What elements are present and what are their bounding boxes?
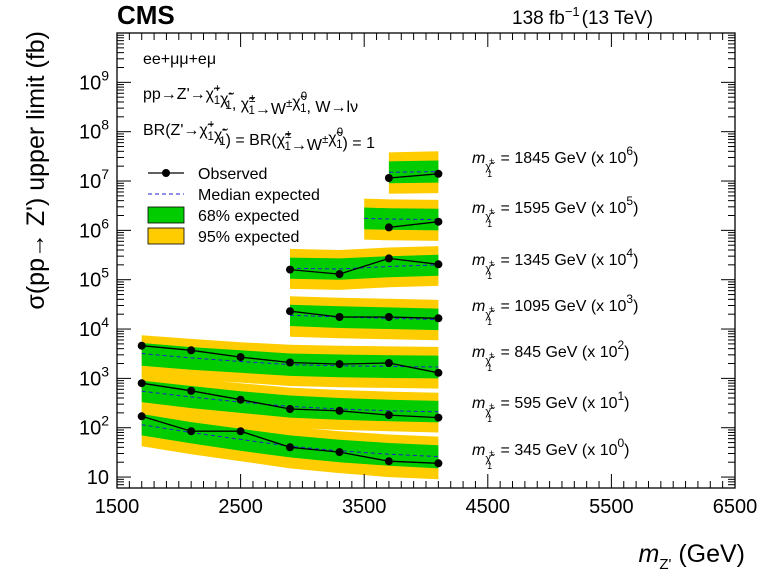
observed-point bbox=[434, 260, 443, 269]
observed-point bbox=[434, 314, 443, 323]
observed-point bbox=[187, 427, 196, 436]
expected-line-series-4 bbox=[289, 264, 439, 270]
y-tick-label: 108 bbox=[79, 117, 109, 144]
channel-label: ee+μμ+eμ bbox=[143, 51, 216, 68]
expected-line-series-3 bbox=[289, 314, 439, 321]
experiment-label: CMS bbox=[117, 0, 175, 30]
observed-point bbox=[434, 368, 443, 377]
x-tick-label: 1500 bbox=[95, 496, 140, 518]
limit-curves bbox=[137, 169, 443, 468]
observed-point bbox=[286, 443, 294, 452]
observed-line-series-4 bbox=[289, 257, 439, 275]
legend: Observed Median expected 68% expected 95% e… bbox=[147, 166, 320, 246]
observed-point bbox=[137, 341, 146, 350]
observed-point bbox=[286, 265, 294, 274]
series-label-6: mχ̃± 1 = 1845 GeV (x 106) bbox=[472, 144, 638, 179]
x-tick-label: 4500 bbox=[466, 496, 511, 518]
observed-point bbox=[434, 217, 443, 226]
y-tick-label: 103 bbox=[79, 363, 109, 390]
legend-label-observed: Observed bbox=[198, 166, 267, 183]
legend-band68-swatch bbox=[147, 206, 185, 224]
series-label-0: mχ̃± 1 = 845 GeV (x 102) bbox=[472, 338, 630, 373]
x-tick-label: 6500 bbox=[713, 496, 758, 518]
decay-chain-label: pp→Z'→χ̃+ 1χ̃-1, χ̃± 1→W±χ̃0 1, W→lν bbox=[143, 83, 358, 118]
branching-ratio-label: BR(Z'→χ̃+ 1χ̃-1) = BR(χ̃± 1→W±χ̃0 1) = 1 bbox=[143, 119, 375, 154]
series-label-1: mχ̃± 1 = 595 GeV (x 101) bbox=[472, 389, 630, 424]
series-label-4: mχ̃± 1 = 1345 GeV (x 104) bbox=[472, 246, 638, 281]
observed-point bbox=[187, 346, 196, 355]
legend-observed-marker bbox=[162, 169, 170, 177]
x-tick-label: 2500 bbox=[218, 496, 263, 518]
observed-point bbox=[187, 386, 196, 395]
legend-label-band68: 68% expected bbox=[198, 208, 299, 225]
observed-point bbox=[384, 457, 393, 466]
observed-point bbox=[286, 358, 294, 367]
observed-point bbox=[137, 379, 146, 388]
observed-point bbox=[335, 313, 344, 321]
axis-tick-labels: 1500 2500 3500 4500 5500 6500 10 102 103 104 105 10… bbox=[79, 67, 757, 518]
band68-series-1 bbox=[141, 380, 439, 423]
observed-point bbox=[286, 405, 294, 413]
observed-point bbox=[384, 411, 393, 420]
observed-point bbox=[335, 406, 344, 415]
observed-point bbox=[384, 174, 393, 182]
y-tick-label: 109 bbox=[79, 67, 109, 94]
observed-point bbox=[384, 254, 393, 263]
series-label-5: mχ̃± 1 = 1595 GeV (x 105) bbox=[472, 194, 638, 229]
y-tick-label: 105 bbox=[79, 265, 109, 292]
observed-point bbox=[384, 223, 393, 232]
observed-point bbox=[434, 169, 443, 178]
series-label-2: mχ̃± 1 = 345 GeV (x 100) bbox=[472, 436, 630, 471]
expected-line-series-6 bbox=[388, 171, 439, 173]
band68-series-2 bbox=[141, 414, 439, 469]
x-tick-label: 5500 bbox=[589, 496, 634, 518]
observed-point bbox=[434, 413, 443, 422]
y-axis-title: σ(pp→ Z') upper limit (fb) bbox=[22, 31, 50, 310]
axis-ticks bbox=[116, 33, 736, 489]
y-tick-label: 106 bbox=[79, 215, 109, 242]
x-tick-label: 3500 bbox=[342, 496, 387, 518]
observed-line-series-3 bbox=[289, 310, 439, 319]
x-axis-title: mZ' (GeV) bbox=[639, 540, 745, 570]
lumi-label: 138 fb−1 (13 TeV) bbox=[512, 4, 653, 29]
observed-line-series-6 bbox=[388, 173, 439, 179]
y-tick-label: 102 bbox=[79, 413, 109, 440]
series-label-3: mχ̃± 1 = 1095 GeV (x 103) bbox=[472, 292, 638, 327]
observed-point bbox=[335, 448, 344, 457]
band68-series-4 bbox=[290, 254, 439, 280]
observed-point bbox=[335, 360, 344, 369]
observed-point bbox=[236, 353, 245, 362]
observed-point bbox=[384, 313, 393, 321]
observed-point bbox=[434, 459, 443, 468]
series-labels: mχ̃± 1 = 845 GeV (x 102) mχ̃± 1 = 595 GeV (… bbox=[472, 144, 638, 471]
observed-line-series-5 bbox=[388, 221, 439, 229]
observed-point bbox=[137, 412, 146, 421]
observed-point bbox=[286, 307, 294, 316]
observed-point bbox=[384, 359, 393, 367]
observed-point bbox=[236, 427, 245, 436]
y-tick-label: 10 bbox=[87, 467, 109, 489]
legend-band95-swatch bbox=[147, 227, 185, 245]
legend-label-expected: Median expected bbox=[198, 187, 320, 204]
expected-line-series-5 bbox=[364, 217, 439, 221]
observed-point bbox=[335, 270, 344, 279]
y-tick-label: 107 bbox=[79, 166, 109, 193]
legend-label-band95: 95% expected bbox=[198, 229, 299, 246]
observed-point bbox=[236, 395, 245, 404]
y-tick-label: 104 bbox=[79, 314, 109, 341]
